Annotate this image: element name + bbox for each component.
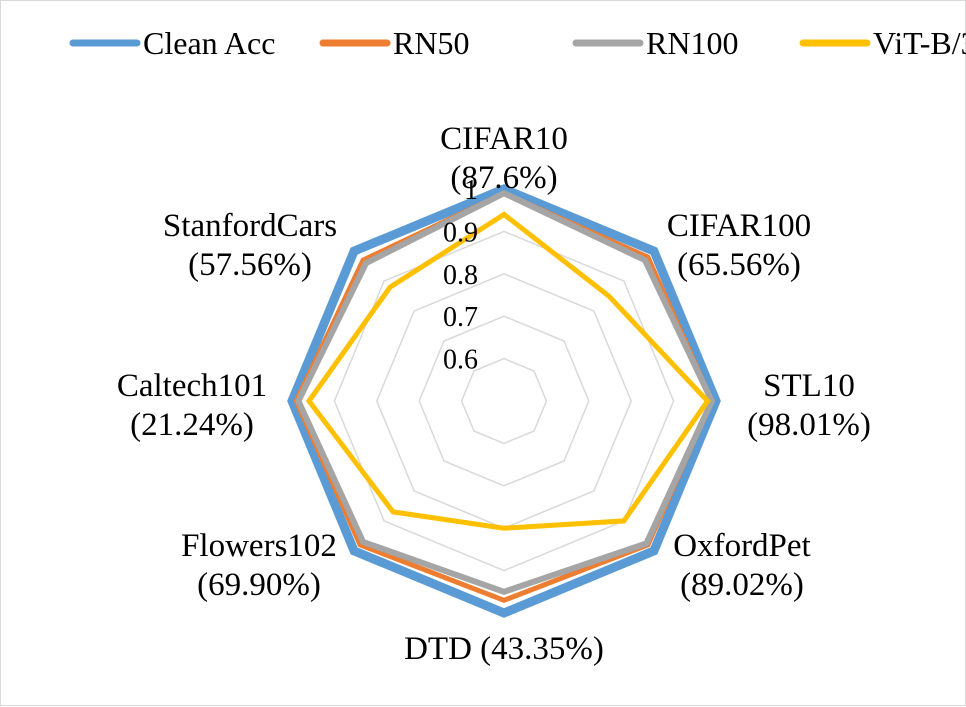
legend-item-clean-acc: Clean Acc	[73, 25, 275, 61]
legend-label: Clean Acc	[143, 25, 275, 61]
axis-label-caltech101: Caltech101(21.24%)	[117, 368, 267, 443]
legend-item-rn50: RN50	[323, 25, 469, 61]
axis-accuracy: (89.02%)	[680, 567, 804, 603]
tick-label: 0.9	[443, 217, 478, 248]
axis-label-stl10: STL10(98.01%)	[747, 368, 871, 443]
axis-accuracy: (65.56%)	[677, 247, 801, 283]
series-clean-acc	[292, 189, 716, 613]
axis-label-cifar100: CIFAR100(65.56%)	[667, 208, 811, 283]
axis-accuracy: (57.56%)	[188, 247, 312, 283]
axis-accuracy: (69.90%)	[197, 567, 321, 603]
axis-label-dtd: DTD (43.35%)	[404, 631, 604, 667]
axis-name: DTD (43.35%)	[404, 631, 604, 667]
tick-label: 0.8	[443, 260, 478, 291]
axis-name: Flowers102	[181, 528, 337, 564]
series-line	[292, 189, 716, 613]
axis-label-stanfordcars: StanfordCars(57.56%)	[163, 208, 337, 283]
grid-ring-1	[419, 316, 589, 486]
axis-name: CIFAR10	[440, 121, 568, 157]
legend-label: ViT-B/32	[873, 25, 966, 61]
legend-item-rn100: RN100	[576, 25, 738, 61]
axis-accuracy: (98.01%)	[747, 407, 871, 443]
tick-label: 0.7	[443, 302, 478, 333]
axis-accuracy: (87.6%)	[450, 160, 557, 196]
tick-label: 0.6	[443, 345, 478, 376]
axis-name: OxfordPet	[673, 528, 810, 564]
axis-label-cifar10: CIFAR10(87.6%)	[440, 121, 568, 196]
axis-label-flowers102: Flowers102(69.90%)	[181, 528, 337, 603]
legend-item-vit-b-32: ViT-B/32	[803, 25, 966, 61]
legend-label: RN50	[393, 25, 469, 61]
axis-name: CIFAR100	[667, 208, 811, 244]
grid-ring-2	[377, 274, 631, 528]
axis-name: STL10	[763, 368, 855, 404]
axis-label-oxfordpet: OxfordPet(89.02%)	[673, 528, 810, 603]
legend-label: RN100	[646, 25, 738, 61]
legend: Clean Acc RN50 RN100 ViT-B/32	[73, 25, 966, 61]
axis-accuracy: (21.24%)	[130, 407, 254, 443]
axis-name: Caltech101	[117, 368, 267, 404]
axis-name: StanfordCars	[163, 208, 337, 244]
series-layer	[292, 189, 716, 613]
